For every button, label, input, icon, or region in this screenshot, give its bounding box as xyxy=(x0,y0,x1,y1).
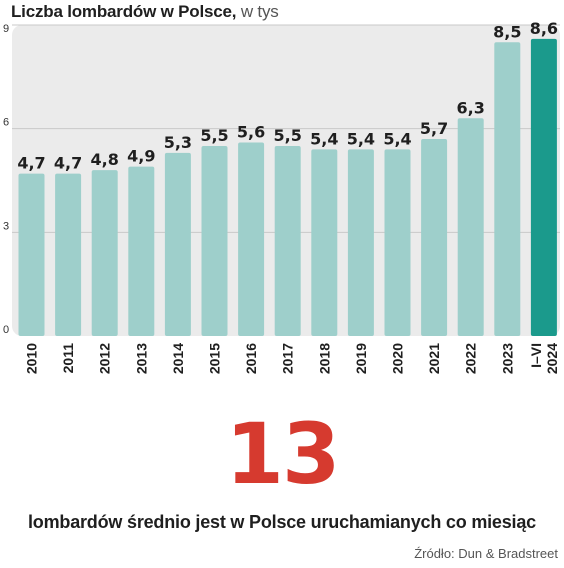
value-label: 4,7 xyxy=(54,154,82,173)
x-tick-label: 2012 xyxy=(97,343,113,374)
highlight-number: 13 xyxy=(225,405,341,503)
bar xyxy=(164,152,191,336)
y-tick-label: 9 xyxy=(3,23,9,35)
bar xyxy=(201,145,228,336)
x-tick-label: 2021 xyxy=(426,343,442,374)
highlight-caption: lombardów średnio jest w Polsce uruchami… xyxy=(28,512,536,532)
bar xyxy=(274,145,301,336)
x-tick-label: 2023 xyxy=(499,343,515,374)
value-label: 8,5 xyxy=(493,22,521,41)
bar-chart-svg: 0 3 6 9 4,7 2010 4,7 2011 4,8 2012 4,9 2013 5,3 2014 5… xyxy=(3,19,560,374)
y-tick-label: 0 xyxy=(3,324,9,336)
bar xyxy=(311,149,338,336)
x-tick-label: 2019 xyxy=(353,343,369,374)
bar xyxy=(91,170,118,336)
x-tick-label: 2014 xyxy=(170,343,186,374)
bar xyxy=(421,139,448,336)
x-tick-label: 2011 xyxy=(60,343,76,374)
x-tick-label: I–VI xyxy=(528,343,544,368)
x-tick-label: 2010 xyxy=(24,343,40,374)
bar xyxy=(457,118,484,336)
x-tick-label: 2016 xyxy=(243,343,259,374)
value-label: 5,4 xyxy=(310,129,338,148)
chart-title-unit: w tys xyxy=(240,2,279,21)
source-note: Źródło: Dun & Bradstreet xyxy=(414,546,558,561)
value-label: 5,4 xyxy=(347,129,375,148)
x-tick-label: 2015 xyxy=(207,343,223,374)
x-tick-label: 2017 xyxy=(280,343,296,374)
value-label: 5,4 xyxy=(383,129,411,148)
value-label: 4,9 xyxy=(127,147,155,166)
bar xyxy=(384,149,411,336)
value-label: 8,6 xyxy=(530,19,558,38)
chart-title-main: Liczba lombardów w Polsce, xyxy=(11,2,237,21)
value-label: 4,7 xyxy=(17,154,45,173)
bar xyxy=(238,142,265,336)
bar xyxy=(128,166,155,336)
y-tick-label: 6 xyxy=(3,117,9,129)
x-tick-label: 2022 xyxy=(463,343,479,374)
bar xyxy=(18,173,45,336)
x-tick-label: 2020 xyxy=(390,343,406,374)
x-tick-label: 2018 xyxy=(316,343,332,374)
value-label: 5,5 xyxy=(200,126,228,145)
bar-highlight xyxy=(530,38,557,336)
bar xyxy=(494,42,521,337)
value-label: 5,5 xyxy=(274,126,302,145)
value-label: 5,3 xyxy=(164,133,192,152)
bar xyxy=(55,173,82,336)
value-label: 5,6 xyxy=(237,122,265,141)
value-label: 6,3 xyxy=(457,98,485,117)
bar xyxy=(347,149,374,336)
chart-title: Liczba lombardów w Polsce, w tys xyxy=(11,2,279,22)
x-tick-label: 2013 xyxy=(133,343,149,374)
x-tick-label: 2024 xyxy=(544,343,560,374)
y-tick-label: 3 xyxy=(3,220,9,232)
value-label: 5,7 xyxy=(420,119,448,138)
value-label: 4,8 xyxy=(91,150,119,169)
bar-chart: 0 3 6 9 4,7 2010 4,7 2011 4,8 2012 4,9 2013 5,3 2014 5… xyxy=(3,19,560,374)
